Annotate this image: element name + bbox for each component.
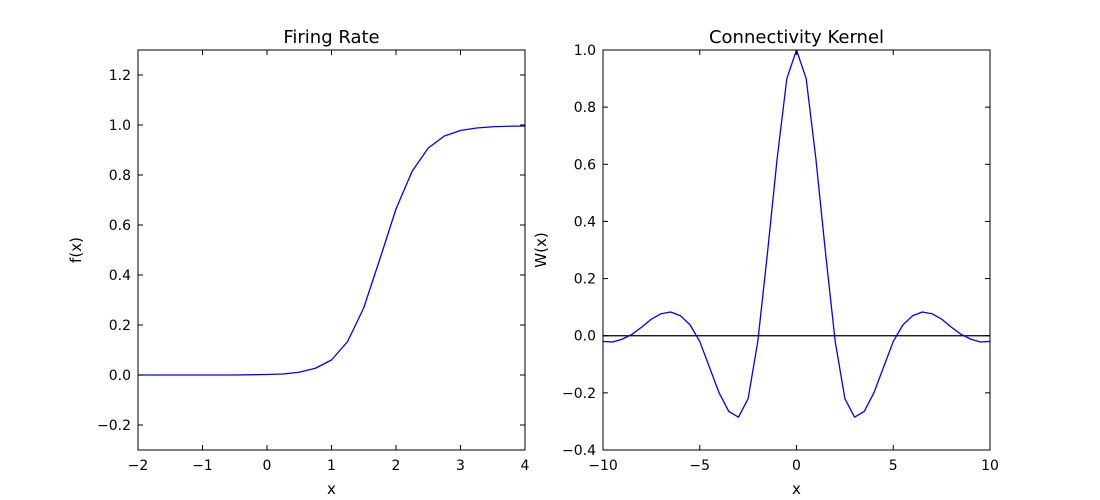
firing-rate-y-tick-label: 0.2 xyxy=(109,318,131,334)
firing-rate-x-tick-label: 2 xyxy=(392,458,401,474)
connectivity-kernel-panel: −10 −5 0 5 10 −0.4 −0.2 0.0 0.2 0.4 0.6 0.8 1.0 Conne… xyxy=(532,27,999,498)
firing-rate-x-tick-label: −2 xyxy=(128,458,149,474)
connectivity-kernel-x-tick-label: −10 xyxy=(588,458,618,474)
firing-rate-y-tick-label: 0.8 xyxy=(109,168,131,184)
firing-rate-series-line xyxy=(138,125,525,376)
connectivity-kernel-y-tick-label: −0.4 xyxy=(562,443,596,459)
firing-rate-x-axis-label: x xyxy=(327,480,336,498)
firing-rate-y-tick-label: −0.2 xyxy=(97,418,131,434)
firing-rate-x-tick-label: −1 xyxy=(192,458,213,474)
connectivity-kernel-x-tick-label: 0 xyxy=(792,458,801,474)
firing-rate-x-tick-label: 3 xyxy=(456,458,465,474)
firing-rate-panel: −2 −1 0 1 2 3 4 −0.2 0.0 0.2 0.4 0.6 0.8 1.0 1.2 Firing… xyxy=(67,27,530,498)
connectivity-kernel-x-axis-label: x xyxy=(792,480,801,498)
firing-rate-y-tick-label: 0.6 xyxy=(109,218,131,234)
connectivity-kernel-y-tick-label: 0.8 xyxy=(574,100,596,116)
connectivity-kernel-x-tick-label: 5 xyxy=(889,458,898,474)
connectivity-kernel-x-tick-label: 10 xyxy=(981,458,999,474)
firing-rate-x-tick-label: 4 xyxy=(521,458,530,474)
connectivity-kernel-y-tick-label: 0.2 xyxy=(574,272,596,288)
connectivity-kernel-x-tick-label: −5 xyxy=(689,458,710,474)
connectivity-kernel-y-tick-label: 0.6 xyxy=(574,157,596,173)
connectivity-kernel-y-tick-label: 0.4 xyxy=(574,214,596,230)
firing-rate-y-tick-label: 1.2 xyxy=(109,68,131,84)
firing-rate-y-tick-label: 0.4 xyxy=(109,268,131,284)
connectivity-kernel-series-line xyxy=(603,50,990,418)
connectivity-kernel-title: Connectivity Kernel xyxy=(709,27,884,48)
firing-rate-y-axis-label: f(x) xyxy=(67,237,85,263)
firing-rate-plot-frame xyxy=(137,49,526,451)
connectivity-kernel-plot-frame xyxy=(602,49,991,451)
connectivity-kernel-y-tick-label: 0.0 xyxy=(574,329,596,345)
firing-rate-y-tick-label: 0.0 xyxy=(109,368,131,384)
firing-rate-title: Firing Rate xyxy=(283,27,379,48)
connectivity-kernel-y-tick-label: −0.2 xyxy=(562,386,596,402)
connectivity-kernel-y-tick-label: 1.0 xyxy=(574,43,596,59)
firing-rate-x-tick-label: 0 xyxy=(263,458,272,474)
firing-rate-y-tick-label: 1.0 xyxy=(109,118,131,134)
firing-rate-x-tick-label: 1 xyxy=(327,458,336,474)
connectivity-kernel-y-axis-label: W(x) xyxy=(532,232,550,267)
